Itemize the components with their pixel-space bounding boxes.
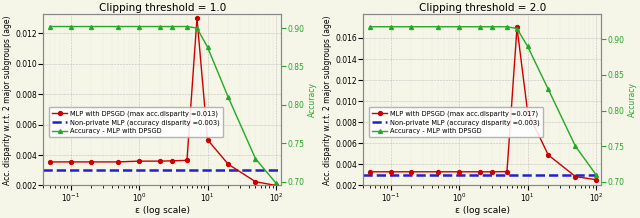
Y-axis label: Acc. disparity w.r.t. 2 major subgroups (age): Acc. disparity w.r.t. 2 major subgroups … bbox=[323, 15, 332, 185]
Legend: MLP with DPSGD (max acc.disparity =0.013), Non-private MLP (accuracy disparity =: MLP with DPSGD (max acc.disparity =0.013… bbox=[49, 107, 223, 137]
Y-axis label: Accuracy: Accuracy bbox=[628, 82, 637, 117]
X-axis label: ε (log scale): ε (log scale) bbox=[135, 206, 190, 215]
Y-axis label: Accuracy: Accuracy bbox=[308, 82, 317, 117]
Y-axis label: Acc. disparity w.r.t. 2 major subgroups (age): Acc. disparity w.r.t. 2 major subgroups … bbox=[3, 15, 12, 185]
X-axis label: ε (log scale): ε (log scale) bbox=[455, 206, 510, 215]
Title: Clipping threshold = 1.0: Clipping threshold = 1.0 bbox=[99, 3, 226, 14]
Title: Clipping threshold = 2.0: Clipping threshold = 2.0 bbox=[419, 3, 546, 14]
Legend: MLP with DPSGD (max acc.disparity =0.017), Non-private MLP (accuracy disparity =: MLP with DPSGD (max acc.disparity =0.017… bbox=[369, 107, 543, 137]
